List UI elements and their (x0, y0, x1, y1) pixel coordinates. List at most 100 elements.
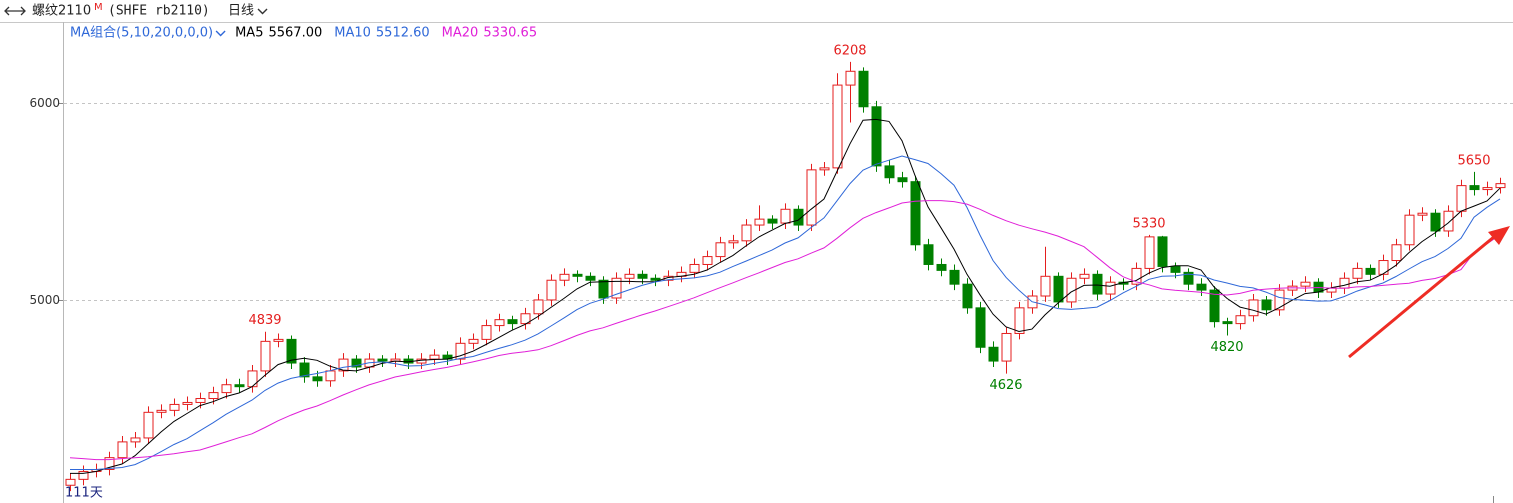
candle-body (1469, 185, 1480, 191)
high-label: 4839 (248, 313, 281, 328)
candle-body (845, 70, 856, 86)
candle-body (1209, 289, 1220, 323)
candle-body (312, 376, 323, 382)
candle-body (702, 256, 713, 265)
candle-body (1170, 265, 1181, 273)
candle-body (377, 358, 388, 362)
candle-body (208, 392, 219, 400)
legend-value: 5512.60 (376, 26, 430, 41)
candle-body (1040, 275, 1051, 297)
candle-body (663, 275, 674, 281)
candle-body (988, 346, 999, 362)
legend-value: 5567.00 (268, 26, 322, 41)
candle-body (1456, 185, 1467, 212)
candle-body (741, 224, 752, 242)
candle-body (1183, 271, 1194, 285)
candle-body (884, 165, 895, 179)
candle-body (195, 398, 206, 403)
candle-body (286, 338, 297, 364)
high-label: 5650 (1457, 153, 1490, 168)
legend-name: MA5 (235, 26, 263, 41)
candle-body (1339, 277, 1350, 289)
instrument-name[interactable]: 螺纹2110 (32, 4, 91, 19)
dropdown-chevron[interactable] (257, 8, 268, 15)
candle-body (1430, 212, 1441, 232)
candle-body (975, 307, 986, 348)
indicator-selector[interactable]: MA组合(5,10,20,0,0,0) (70, 26, 213, 41)
annotation-arrow (1348, 226, 1510, 359)
ma-line (70, 155, 1501, 470)
candle-body (1235, 315, 1246, 325)
candle-body (1092, 273, 1103, 295)
candle-body (299, 362, 310, 378)
candle-body (611, 277, 622, 299)
legend: MA5 5567.00 MA10 5512.60 MA20 5330.65 (235, 26, 537, 41)
candle-body (533, 299, 544, 315)
instrument-symbol: (SHFE rb2110) (108, 4, 210, 19)
candle-body (910, 181, 921, 246)
dropdown-chevron[interactable] (215, 30, 226, 37)
candle-body (182, 401, 193, 405)
legend-name: MA20 (442, 26, 479, 41)
candle-body (1495, 183, 1506, 189)
candle-body (260, 340, 271, 372)
candle-body (273, 338, 284, 342)
candle-body (1248, 299, 1259, 317)
instrument-badge: M (94, 2, 103, 13)
candle-body (546, 279, 557, 301)
candle-body (104, 457, 115, 470)
candle-body (767, 218, 778, 224)
ma-lines (69, 118, 1501, 474)
high-label: 5330 (1132, 216, 1165, 231)
candle-body (780, 208, 791, 224)
high-label: 6208 (833, 43, 866, 58)
candle-body (585, 275, 596, 281)
candle-body (572, 273, 583, 277)
toolbar-icon[interactable] (4, 6, 26, 16)
y-tick-label: 5000 (29, 293, 60, 307)
ma-line (70, 118, 1501, 474)
candle-body (1131, 267, 1142, 285)
candle-body (1079, 273, 1090, 279)
candle-body (1222, 321, 1233, 325)
candle-body (1365, 267, 1376, 275)
candle-body (949, 269, 960, 285)
ma-line (69, 200, 1501, 461)
candle-body (819, 167, 830, 171)
candles (65, 61, 1506, 492)
candle-body (1352, 267, 1363, 279)
period-selector[interactable]: 日线 (228, 4, 254, 19)
candle-body (1300, 281, 1311, 287)
candle-body (429, 354, 440, 360)
candle-body (130, 437, 141, 443)
candle-body (494, 319, 505, 327)
candle-body (728, 240, 739, 244)
candle-body (78, 470, 89, 480)
low-label: 4626 (989, 378, 1022, 393)
candle-body (1105, 281, 1116, 295)
candle-body (507, 319, 518, 325)
candle-body (247, 370, 258, 388)
candle-body (1417, 212, 1428, 216)
y-tick-label: 6000 (29, 96, 60, 110)
candle-body (897, 177, 908, 183)
candle-body (1261, 299, 1272, 311)
bar-count: 111天 (65, 486, 103, 501)
candle-body (1443, 210, 1454, 232)
candle-body (1014, 307, 1025, 334)
candle-body (637, 273, 648, 279)
candle-body (858, 70, 869, 108)
legend-name: MA10 (334, 26, 371, 41)
candle-body (143, 411, 154, 439)
candle-body (1157, 236, 1168, 267)
candle-body (689, 263, 700, 273)
candle-body (234, 384, 245, 388)
candle-body (221, 384, 232, 394)
candle-body (832, 84, 843, 169)
extreme-labels: 4839 6208 4626 5330 4820 5650 (248, 43, 1490, 393)
candle-body (468, 338, 479, 344)
candle-body (1053, 275, 1064, 303)
